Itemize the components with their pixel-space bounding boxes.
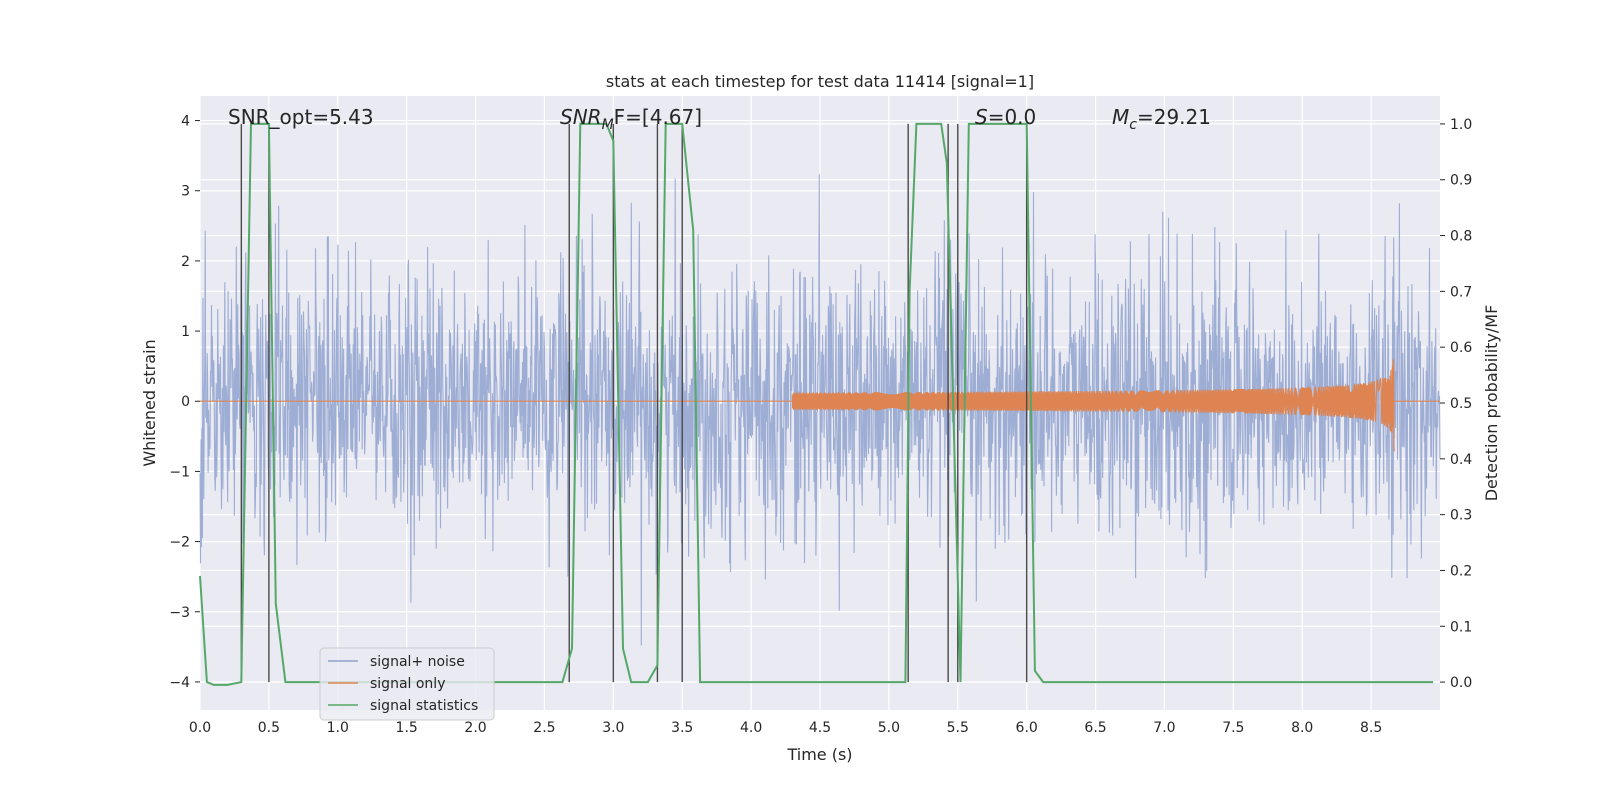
right-y-tick-label: 0.9: [1450, 173, 1472, 189]
right-y-tick-label: 0.2: [1450, 563, 1472, 579]
annotation-s-italic: S: [975, 105, 988, 129]
right-y-tick-label: 0.1: [1450, 619, 1472, 635]
legend-label-signal-plus-noise: signal+ noise: [370, 654, 465, 670]
legend-label-signal-only: signal only: [370, 676, 445, 692]
y-tick-label: −2: [169, 535, 190, 551]
right-y-tick-label: 0.5: [1450, 396, 1472, 412]
legend-box: [319, 647, 495, 721]
right-y-tick-label: 0.7: [1450, 284, 1472, 300]
right-y-tick-label: 0.6: [1450, 340, 1472, 356]
x-tick-label: 6.0: [1016, 720, 1038, 736]
right-y-tick-label: 0.0: [1450, 675, 1472, 691]
right-y-tick-label: 1.0: [1450, 117, 1472, 133]
right-y-tick-label: 0.4: [1450, 452, 1472, 468]
x-tick-label: 1.5: [396, 720, 418, 736]
right-y-axis-label: Detection probability/MF: [1482, 305, 1501, 502]
y-axis-label: Whitened strain: [140, 339, 159, 466]
annotation-mc-sub: c: [1129, 117, 1137, 133]
x-tick-label: 0.0: [189, 720, 211, 736]
annotation-snr-mf-main: SNR: [560, 105, 602, 129]
annotation-snr-opt: SNR_opt=5.43: [228, 105, 374, 129]
x-tick-label: 5.0: [878, 720, 900, 736]
y-tick-label: 2: [181, 254, 190, 270]
y-axis-ticks: 4 3 2 1 0 −1 −2 −3 −4: [169, 114, 200, 691]
annotation-s: S=0.0: [975, 105, 1036, 129]
x-tick-label: 7.5: [1222, 720, 1244, 736]
legend: signal+ noise signal only signal statist…: [319, 647, 495, 721]
x-tick-label: 2.5: [533, 720, 555, 736]
signal-plus-noise-line: [199, 174, 1441, 646]
y-tick-label: −1: [169, 464, 190, 480]
y-tick-label: 0: [181, 394, 190, 410]
x-tick-label: 8.5: [1360, 720, 1382, 736]
right-y-tick-label: 0.8: [1450, 229, 1472, 245]
chart-title: stats at each timestep for test data 114…: [606, 72, 1034, 91]
y-tick-label: 1: [181, 324, 190, 340]
x-tick-label: 0.5: [258, 720, 280, 736]
x-tick-label: 3.5: [671, 720, 693, 736]
legend-label-signal-statistics: signal statistics: [370, 698, 478, 714]
y-tick-label: −3: [169, 605, 190, 621]
annotation-s-rest: =0.0: [988, 105, 1037, 129]
annotation-mc-rest: =29.21: [1137, 105, 1211, 129]
annotation-mc-main: M: [1112, 105, 1129, 129]
right-y-axis-ticks: 1.0 0.9 0.8 0.7 0.6 0.5 0.4 0.3 0.2 0.1 0.0: [1440, 117, 1472, 691]
signal-statistics-line: [199, 122, 1434, 686]
annotation-snr-mf: SNRMF=[4.67]: [560, 105, 702, 133]
x-tick-label: 6.5: [1084, 720, 1106, 736]
x-tick-label: 7.0: [1153, 720, 1175, 736]
x-tick-label: 2.0: [464, 720, 486, 736]
right-y-tick-label: 0.3: [1450, 508, 1472, 524]
x-tick-label: 5.5: [947, 720, 969, 736]
y-tick-label: −4: [169, 675, 190, 691]
x-tick-label: 8.0: [1291, 720, 1313, 736]
y-tick-label: 3: [181, 184, 190, 200]
x-axis-ticks: 0.0 0.5 1.0 1.5 2.0 2.5 3.0 3.5 4.0 4.5 5.0 5.5 6.0 6…: [189, 720, 1382, 736]
signal-only-line: [200, 359, 1440, 452]
series-signal-only: [200, 359, 1440, 452]
annotation-snr-mf-sub: M: [602, 117, 614, 133]
y-tick-label: 4: [181, 114, 190, 130]
series-signal-statistics: [199, 122, 1434, 686]
x-tick-label: 3.0: [602, 720, 624, 736]
x-tick-label: 4.0: [740, 720, 762, 736]
x-tick-label: 1.0: [327, 720, 349, 736]
annotation-snr-mf-rest: F=[4.67]: [614, 105, 702, 129]
x-axis-label: Time (s): [786, 745, 852, 764]
annotation-mc: Mc=29.21: [1112, 105, 1211, 133]
series-signal-plus-noise: [199, 174, 1441, 646]
x-tick-label: 4.5: [809, 720, 831, 736]
